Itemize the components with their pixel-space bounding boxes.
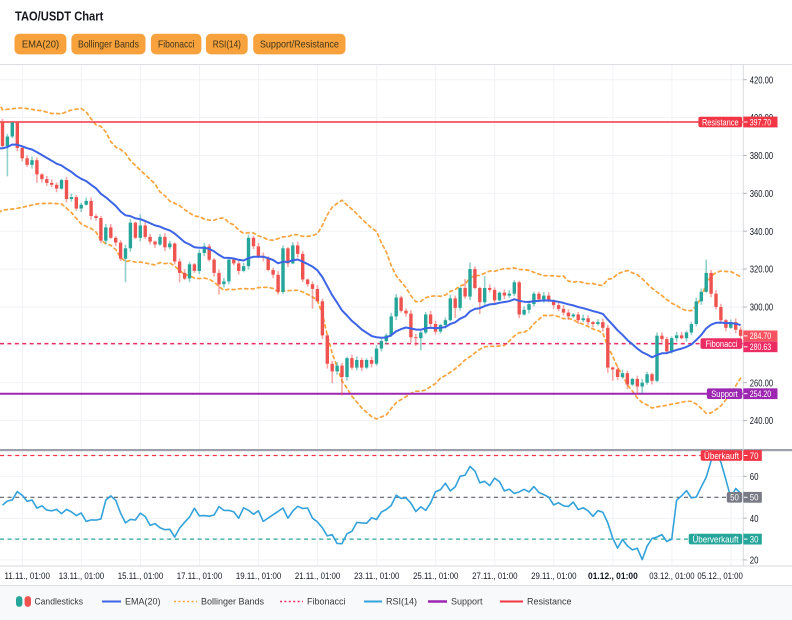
- svg-text:23.11., 01:00: 23.11., 01:00: [354, 571, 399, 581]
- svg-text:380.00: 380.00: [750, 151, 774, 162]
- svg-text:70: 70: [750, 451, 759, 462]
- svg-text:13.11., 01:00: 13.11., 01:00: [59, 571, 104, 581]
- svg-text:284.70: 284.70: [750, 331, 771, 342]
- svg-text:Fibonacci: Fibonacci: [705, 339, 737, 350]
- svg-text:20: 20: [750, 556, 759, 567]
- svg-text:420.00: 420.00: [750, 75, 774, 86]
- svg-text:Fibonacci: Fibonacci: [307, 597, 346, 607]
- svg-text:Überverkauft: Überverkauft: [693, 534, 739, 545]
- svg-text:01.12., 01:00: 01.12., 01:00: [588, 571, 638, 581]
- svg-text:11.11., 01:00: 11.11., 01:00: [5, 571, 50, 581]
- svg-text:29.11., 01:00: 29.11., 01:00: [531, 571, 576, 581]
- svg-text:19.11., 01:00: 19.11., 01:00: [236, 571, 281, 581]
- svg-text:30: 30: [750, 534, 759, 545]
- svg-text:360.00: 360.00: [750, 189, 774, 200]
- svg-text:17.11., 01:00: 17.11., 01:00: [177, 571, 222, 581]
- svg-text:240.00: 240.00: [750, 416, 774, 427]
- svg-text:397.70: 397.70: [750, 117, 771, 128]
- svg-text:260.00: 260.00: [750, 378, 774, 389]
- svg-text:40: 40: [750, 514, 759, 525]
- svg-text:05.12., 01:00: 05.12., 01:00: [697, 571, 742, 581]
- svg-text:50: 50: [750, 493, 759, 504]
- svg-text:280.63: 280.63: [750, 342, 771, 353]
- svg-text:Resistance: Resistance: [702, 117, 739, 128]
- svg-text:340.00: 340.00: [750, 227, 774, 238]
- svg-text:EMA(20): EMA(20): [125, 597, 161, 607]
- svg-text:320.00: 320.00: [750, 265, 774, 276]
- svg-text:Support: Support: [451, 597, 483, 607]
- svg-text:50: 50: [730, 493, 739, 504]
- svg-text:25.11., 01:00: 25.11., 01:00: [413, 571, 458, 581]
- svg-text:254.20: 254.20: [750, 389, 771, 400]
- svg-text:Candlesticks: Candlesticks: [35, 597, 84, 607]
- svg-text:Überkauft: Überkauft: [704, 451, 739, 462]
- svg-text:27.11., 01:00: 27.11., 01:00: [472, 571, 517, 581]
- svg-text:21.11., 01:00: 21.11., 01:00: [295, 571, 340, 581]
- svg-text:Bollinger Bands: Bollinger Bands: [78, 38, 139, 50]
- svg-text:RSI(14): RSI(14): [213, 38, 241, 50]
- svg-text:Support/Resistance: Support/Resistance: [260, 38, 339, 50]
- svg-text:15.11., 01:00: 15.11., 01:00: [118, 571, 163, 581]
- svg-text:300.00: 300.00: [750, 303, 774, 314]
- svg-text:Fibonacci: Fibonacci: [158, 38, 194, 50]
- svg-text:60: 60: [750, 472, 759, 483]
- svg-text:Bollinger Bands: Bollinger Bands: [201, 597, 265, 607]
- svg-text:03.12., 01:00: 03.12., 01:00: [649, 571, 694, 581]
- svg-text:Support: Support: [711, 389, 738, 400]
- svg-text:EMA(20): EMA(20): [22, 38, 59, 50]
- svg-text:Resistance: Resistance: [527, 597, 572, 607]
- svg-text:RSI(14): RSI(14): [386, 597, 417, 607]
- svg-text:TAO/USDT Chart: TAO/USDT Chart: [15, 10, 104, 24]
